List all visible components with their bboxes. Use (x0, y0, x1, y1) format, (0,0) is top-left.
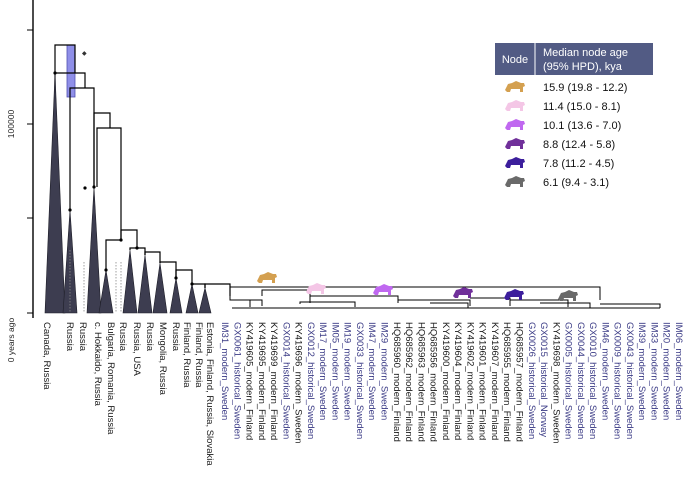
tip-label: IM20_modern_Sweden (661, 322, 672, 420)
tip-labels: IM31_modern_Sweden GX0061_historical_Swed… (219, 322, 684, 443)
legend-row-label: 8.8 (12.4 - 5.8) (543, 139, 615, 151)
tip-label: KY419698_modern_Sweden (550, 322, 561, 443)
y-axis: 100000 0 years ago (6, 0, 34, 363)
bear-icon (505, 119, 525, 130)
legend-row: 15.9 (19.8 - 12.2) (505, 81, 627, 94)
tip-label: HQ685956_modern_Finland (428, 322, 439, 442)
legend-header-age-line1: Median node age (543, 47, 628, 59)
legend: Node Median node age (95% HPD), kya 15.9… (495, 43, 653, 189)
tip-label: KY419607_modern_Finland (489, 322, 500, 440)
tip-label: KY419695_modern_Finland (256, 322, 267, 440)
bear-icon (558, 290, 578, 301)
tip-label: KY419605_modern_Finland (244, 322, 255, 440)
legend-header-node: Node (502, 54, 528, 66)
tip-label: HQ685957_modern_Finland (514, 322, 525, 442)
clade-label: Russia, USA (131, 322, 142, 377)
clade-label: Finland, Russia (181, 322, 192, 388)
clade-label: Russia (170, 322, 181, 352)
tip-label: IM31_modern_Sweden (219, 322, 230, 420)
tip-label: KY419604_modern_Finland (452, 322, 463, 440)
clade-label: Finland, Russia (193, 322, 204, 388)
bear-icon (453, 287, 473, 298)
clade-label: Mongolia, Russia (157, 322, 168, 396)
bear-icon (373, 284, 393, 295)
tip-label: HQ685955_modern_Finland (501, 322, 512, 442)
bear-icon (505, 138, 525, 149)
clade-label: Bulgaria, Romania, Russia (105, 322, 116, 435)
bear-icon (306, 283, 326, 294)
tip-label: GX0061_historical_Sweden (231, 322, 242, 439)
bear-icon (257, 272, 277, 283)
fenno-subtree (229, 286, 661, 309)
node-dots (53, 71, 194, 286)
clade-labels: Canada, Russia Russia Russia c. Hokkaido, R… (41, 322, 215, 466)
legend-row: 11.4 (15.0 - 8.1) (505, 100, 620, 113)
tip-label: IM39_modern_Sweden (636, 322, 647, 420)
legend-row-label: 15.9 (19.8 - 12.2) (543, 82, 627, 94)
tip-label: HQ685960_modern_Finland (391, 322, 402, 442)
legend-row-label: 7.8 (11.2 - 4.5) (543, 158, 614, 170)
legend-row: 10.1 (13.6 - 7.0) (505, 119, 621, 132)
tip-label: GX0026_historical_Sweden (526, 322, 537, 439)
clade-label: Russia (144, 322, 155, 352)
legend-row-label: 11.4 (15.0 - 8.1) (543, 101, 620, 113)
legend-header-bg (495, 43, 653, 75)
tip-label: IM17_modern_Sweden (317, 322, 328, 420)
legend-row: 8.8 (12.4 - 5.8) (505, 138, 615, 151)
tip-label: IM29_modern_Sweden (379, 322, 390, 420)
legend-row-label: 10.1 (13.6 - 7.0) (543, 120, 621, 132)
tip-label: HQ685962_modern_Finland (403, 322, 414, 442)
tip-label: IM05_modern_Sweden (329, 322, 340, 420)
root-hpd-bar (66, 44, 76, 98)
clade-label: Canada, Russia (41, 322, 52, 390)
clade-label: Russia (64, 322, 75, 352)
tree-backbone (54, 44, 231, 296)
y-tick-0: 0 years ago (6, 318, 16, 363)
legend-header-age-line2: (95% HPD), kya (543, 61, 623, 73)
tip-label: KY419600_modern_Finland (440, 322, 451, 440)
tip-label: IM46_modern_Sweden (599, 322, 610, 420)
clade-triangles (44, 72, 212, 314)
tip-label: GX0015_historical_Norway (538, 322, 549, 437)
tip-label: GX0012_historical_Sweden (305, 322, 316, 439)
bear-icon (505, 81, 525, 92)
tip-label: GX0044_historical_Sweden (575, 322, 586, 439)
bear-icon (504, 289, 524, 300)
root-marker: ◆ (82, 51, 87, 57)
tip-label: IM06_modern_Sweden (673, 322, 684, 420)
tip-label: IM19_modern_Sweden (342, 322, 353, 420)
legend-row: 6.1 (9.4 - 3.1) (505, 176, 609, 189)
tip-label: GX0010_historical_Sweden (587, 322, 598, 439)
clade-label: Russia (117, 322, 128, 352)
tip-label: IM33_modern_Sweden (649, 322, 660, 420)
legend-rows: 15.9 (19.8 - 12.2) 11.4 (15.0 - 8.1) 10.1 … (505, 81, 627, 189)
bear-icon (505, 176, 525, 187)
tip-label: GX0043_historical_Sweden (624, 322, 635, 439)
clade-guides (69, 250, 122, 313)
clade-label: Estonia, Finland, Russia, Slovakia (204, 322, 215, 466)
bear-icon (505, 100, 525, 111)
tip-label: GX0005_historical_Sweden (563, 322, 574, 439)
legend-row-label: 6.1 (9.4 - 3.1) (543, 177, 609, 189)
bear-icon (505, 157, 525, 168)
y-tick-100000: 100000 (6, 110, 16, 139)
tip-label: KY419696_modern_Sweden (293, 322, 304, 443)
tip-label: KY419602_modern_Finland (464, 322, 475, 440)
tip-label: GX0033_historical_Sweden (354, 322, 365, 439)
tree-bears (257, 272, 578, 301)
tip-label: KY419601_modern_Finland (477, 322, 488, 440)
clade-label: c. Hokkaido, Russia (92, 322, 103, 407)
clade-label: Russia (77, 322, 88, 352)
tip-label: GX0014_historical_Sweden (280, 322, 291, 439)
tip-label: IM47_modern_Sweden (366, 322, 377, 420)
tip-label: HQ685963_modern_Finland (415, 322, 426, 442)
tip-label: GX0009_historical_Sweden (612, 322, 623, 439)
tip-label: KY419699_modern_Finland (268, 322, 279, 440)
legend-row: 7.8 (11.2 - 4.5) (505, 157, 614, 170)
